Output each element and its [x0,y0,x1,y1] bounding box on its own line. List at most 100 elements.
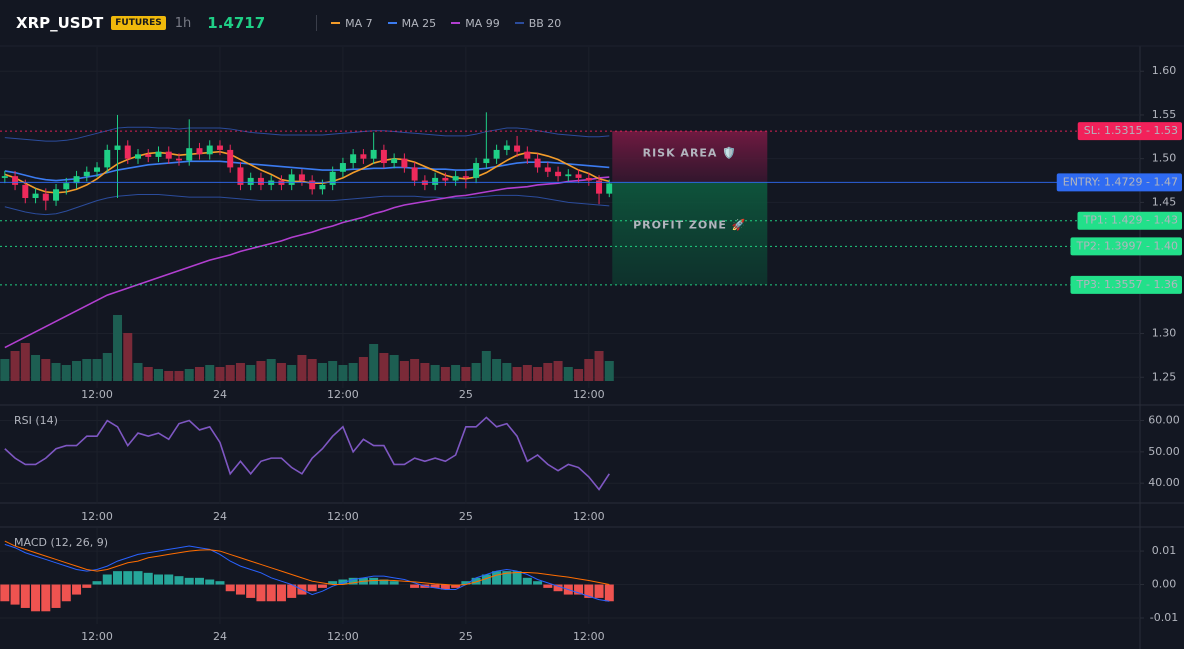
zone-label: RISK AREA 🛡️ [643,147,737,160]
volume-bar [82,359,92,381]
histogram-bar [51,584,61,608]
volume-bar [430,365,440,381]
candle-body [462,176,469,178]
zone-label: PROFIT ZONE 🚀 [633,219,746,232]
candle-body [186,148,193,161]
y-tick-label: 1.30 [1152,327,1177,340]
volume-bar [215,367,225,381]
candle-body [12,176,19,185]
candle-body [309,180,316,190]
y-tick-label: 1.50 [1152,152,1177,165]
y-tick-label: 0.00 [1152,578,1177,591]
histogram-bar [102,574,112,585]
volume-bar [594,351,604,381]
volume-bar [338,365,348,381]
volume-bar [584,359,594,381]
histogram-bar [205,579,215,585]
level-badge-label: SL: 1.5315 - 1.53 [1084,124,1178,137]
candle-body [145,154,152,157]
volume-bar [317,363,327,381]
histogram-bar [543,584,553,588]
volume-bar [92,359,102,381]
volume-bar [123,333,133,381]
histogram-bar [82,584,92,588]
x-tick-label: 12:00 [81,630,113,643]
volume-bar [72,361,82,381]
legend-label: MA 99 [465,16,500,30]
volume-bar [51,363,61,381]
x-tick-label: 12:00 [327,388,359,401]
histogram-bar [410,584,420,588]
candle-body [227,149,234,168]
volume-bar [276,363,286,381]
x-tick-label: 12:00 [573,630,605,643]
y-tick-label: 1.55 [1152,108,1177,121]
x-tick-label: 25 [459,510,473,523]
candle-body [104,149,111,168]
candle-body [257,177,264,185]
histogram-bar [61,584,71,602]
x-tick-label: 12:00 [327,510,359,523]
volume-bar [348,363,358,381]
candle-body [585,177,592,181]
y-tick-label: -0.01 [1150,611,1178,624]
histogram-bar [72,584,82,595]
volume-bar [41,359,51,381]
candle-body [544,167,551,172]
candle-body [175,158,182,161]
volume-bar [451,365,461,381]
level-badge-box [1056,173,1182,192]
histogram-bar [41,584,51,612]
candle-body [329,171,336,185]
bollinger-upper [4,126,610,142]
x-tick-label: 24 [213,510,227,523]
x-tick-label: 25 [459,630,473,643]
candle-body [483,158,490,164]
volume-bar [246,365,256,381]
candle-body [493,149,500,159]
volume-bar [287,365,297,381]
level-badge: ENTRY: 1.4729 - 1.47 [1056,173,1182,192]
candle-body [514,145,521,152]
histogram-bar [184,577,194,585]
histogram-bar [133,571,143,585]
histogram-bar [194,577,204,585]
histogram-bar [276,584,286,602]
x-tick-label: 12:00 [573,510,605,523]
y-tick-label: 1.60 [1152,64,1177,77]
candle-body [63,183,70,190]
volume-bar [235,363,245,381]
histogram-bar [389,581,399,585]
histogram-bar [153,574,163,585]
candle-body [411,167,418,181]
candle-body [53,189,60,201]
candle-body [83,171,90,177]
volume-bar [522,365,532,381]
histogram-bar [164,574,174,585]
level-badge-label: TP3: 1.3557 - 1.36 [1076,278,1179,291]
candle-body [42,193,49,201]
volume-bar [440,367,450,381]
histogram-bar [533,581,543,585]
candle-body [596,180,603,194]
legend-swatch [387,22,397,24]
signal-line [4,540,610,586]
volume-bar [379,353,389,381]
level-badge: SL: 1.5315 - 1.53 [1077,122,1182,141]
histogram-bar [266,584,276,602]
histogram-bar [143,572,153,585]
level-badge: TP3: 1.3557 - 1.36 [1070,275,1182,294]
candle-body [73,176,80,184]
volume-bar [205,365,215,381]
candle-body [432,177,439,185]
level-badge-box [1070,237,1182,256]
candle-body [555,171,562,177]
candle-body [350,154,357,164]
level-badge: TP2: 1.3997 - 1.40 [1070,237,1182,256]
histogram-bar [113,571,123,585]
candle-body [196,148,203,155]
level-badge-label: TP2: 1.3997 - 1.40 [1076,239,1179,252]
histogram-bar [604,584,614,602]
legend-swatch [451,22,461,24]
